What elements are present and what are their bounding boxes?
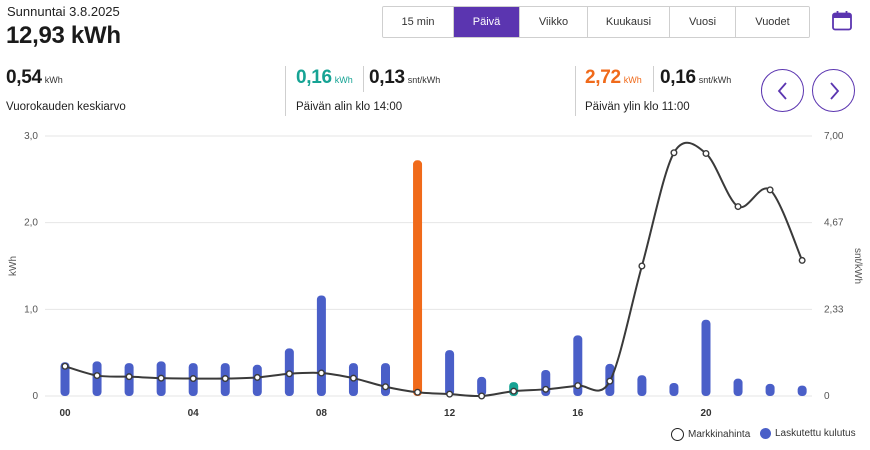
y-tick-left: 0 bbox=[32, 391, 38, 402]
price-point[interactable] bbox=[349, 374, 357, 382]
max-label: Päivän ylin klo 11:00 bbox=[585, 101, 690, 113]
legend-price-label: Markkinahinta bbox=[688, 429, 751, 440]
price-point[interactable] bbox=[317, 369, 325, 377]
average-unit: kWh bbox=[44, 75, 63, 85]
y-axis-title-left: kWh bbox=[8, 256, 19, 276]
consumption-bar[interactable] bbox=[573, 335, 583, 396]
y-tick-left: 2,0 bbox=[24, 218, 38, 229]
max-unit: kWh bbox=[623, 75, 642, 85]
chevron-left-icon bbox=[777, 81, 787, 100]
max-price: 0,16 bbox=[660, 67, 696, 88]
tab-month[interactable]: Kuukausi bbox=[588, 7, 670, 37]
price-point[interactable] bbox=[125, 373, 133, 381]
price-point[interactable] bbox=[446, 390, 454, 398]
consumption-bar[interactable] bbox=[316, 295, 326, 396]
y-tick-left: 1,0 bbox=[24, 304, 38, 315]
consumption-bar[interactable] bbox=[60, 362, 70, 396]
consumption-bar[interactable] bbox=[637, 375, 647, 396]
min-stat: 0,16 kWh bbox=[296, 67, 353, 89]
max-price-unit: snt/kWh bbox=[698, 75, 732, 85]
consumption-bar[interactable] bbox=[701, 319, 711, 396]
price-point[interactable] bbox=[766, 186, 774, 194]
y-tick-right: 0 bbox=[824, 391, 830, 402]
price-point[interactable] bbox=[478, 392, 486, 400]
price-point[interactable] bbox=[157, 374, 165, 382]
calendar-icon[interactable] bbox=[831, 10, 853, 32]
x-tick: 20 bbox=[700, 408, 712, 419]
max-stat: 2,72 kWh bbox=[585, 67, 642, 89]
x-tick: 16 bbox=[572, 408, 584, 419]
divider bbox=[575, 66, 576, 116]
legend-consumption[interactable]: Laskutettu kulutus bbox=[760, 428, 856, 439]
min-price-unit: snt/kWh bbox=[407, 75, 441, 85]
min-price-stat: 0,13 snt/kWh bbox=[369, 67, 440, 89]
x-tick: 04 bbox=[188, 408, 200, 419]
tab-year[interactable]: Vuosi bbox=[670, 7, 736, 37]
average-value: 0,54 bbox=[6, 67, 42, 88]
date-label: Sunnuntai 3.8.2025 bbox=[7, 4, 120, 19]
y-tick-right: 7,00 bbox=[824, 131, 844, 142]
average-stat: 0,54 kWh bbox=[6, 67, 63, 89]
prev-day-button[interactable] bbox=[761, 69, 804, 112]
consumption-bar[interactable] bbox=[797, 385, 807, 396]
min-label: Päivän alin klo 14:00 bbox=[296, 101, 403, 113]
tab-week[interactable]: Viikko bbox=[520, 7, 588, 37]
consumption-bar[interactable] bbox=[413, 160, 423, 396]
y-axis-title-right: snt/kWh bbox=[852, 248, 863, 284]
price-line bbox=[64, 141, 804, 398]
divider bbox=[363, 66, 364, 92]
min-value: 0,16 bbox=[296, 67, 332, 88]
price-point[interactable] bbox=[285, 370, 293, 378]
legend-ring-icon bbox=[671, 428, 684, 441]
price-point[interactable] bbox=[189, 375, 197, 383]
consumption-bar[interactable] bbox=[765, 383, 775, 396]
min-unit: kWh bbox=[334, 75, 353, 85]
divider bbox=[653, 66, 654, 92]
y-tick-left: 3,0 bbox=[24, 131, 38, 142]
max-value: 2,72 bbox=[585, 67, 621, 88]
price-point[interactable] bbox=[670, 149, 678, 157]
average-label: Vuorokauden keskiarvo bbox=[6, 101, 126, 113]
price-point[interactable] bbox=[542, 385, 550, 393]
price-point[interactable] bbox=[798, 256, 806, 264]
price-point[interactable] bbox=[414, 388, 422, 396]
y-tick-right: 4,67 bbox=[824, 218, 844, 229]
min-price: 0,13 bbox=[369, 67, 405, 88]
price-point[interactable] bbox=[61, 362, 69, 370]
x-tick: 12 bbox=[444, 408, 456, 419]
legend-consumption-label: Laskutettu kulutus bbox=[775, 428, 856, 439]
price-point[interactable] bbox=[382, 383, 390, 391]
consumption-bar[interactable] bbox=[445, 350, 455, 396]
range-selector: 15 min Päivä Viikko Kuukausi Vuosi Vuode… bbox=[382, 6, 810, 38]
price-point[interactable] bbox=[702, 149, 710, 157]
y-tick-right: 2,33 bbox=[824, 304, 844, 315]
next-day-button[interactable] bbox=[812, 69, 855, 112]
price-point[interactable] bbox=[734, 203, 742, 211]
legend-dot-icon bbox=[760, 428, 771, 439]
price-point[interactable] bbox=[638, 262, 646, 270]
total-consumption: 12,93 kWh bbox=[6, 22, 121, 49]
price-point[interactable] bbox=[510, 387, 518, 395]
consumption-bar[interactable] bbox=[733, 378, 743, 396]
chevron-right-icon bbox=[829, 81, 839, 100]
price-point[interactable] bbox=[574, 382, 582, 390]
price-point[interactable] bbox=[253, 373, 261, 381]
price-point[interactable] bbox=[93, 372, 101, 380]
consumption-bar[interactable] bbox=[669, 383, 679, 396]
legend-price[interactable]: Markkinahinta bbox=[671, 428, 750, 441]
tab-15min[interactable]: 15 min bbox=[383, 7, 454, 37]
price-point[interactable] bbox=[606, 377, 614, 385]
consumption-bar[interactable] bbox=[381, 363, 390, 396]
tab-day[interactable]: Päivä bbox=[454, 7, 520, 37]
consumption-bar[interactable] bbox=[477, 376, 487, 396]
price-point[interactable] bbox=[221, 375, 229, 383]
x-tick: 00 bbox=[59, 408, 71, 419]
divider bbox=[285, 66, 286, 116]
max-price-stat: 0,16 snt/kWh bbox=[660, 67, 731, 89]
x-tick: 08 bbox=[316, 408, 328, 419]
tab-years[interactable]: Vuodet bbox=[736, 7, 809, 37]
